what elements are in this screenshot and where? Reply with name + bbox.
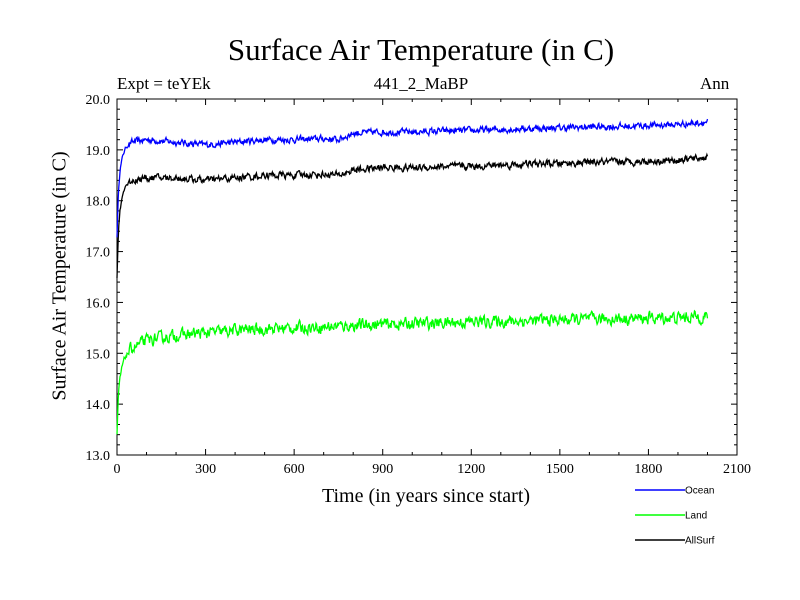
x-tick-label: 2100 (723, 462, 751, 477)
y-tick-label: 20.0 (86, 93, 111, 108)
x-tick-label: 900 (372, 462, 393, 477)
series-line-land (116, 309, 709, 435)
x-tick-label: 1800 (634, 462, 662, 477)
period-label: Ann (700, 74, 730, 93)
x-tick-label: 0 (114, 462, 121, 477)
x-tick-label: 1200 (457, 462, 485, 477)
series-line-allsurf (116, 152, 709, 279)
legend-label-ocean: Ocean (685, 486, 714, 497)
y-tick-label: 18.0 (86, 195, 111, 210)
chart-title: Surface Air Temperature (in C) (227, 32, 615, 67)
y-tick-label: 17.0 (86, 246, 111, 261)
y-tick-label: 14.0 (86, 398, 111, 413)
x-tick-label: 1500 (546, 462, 574, 477)
legend-label-land: Land (685, 511, 707, 522)
y-tick-label: 16.0 (86, 296, 111, 311)
x-tick-label: 300 (195, 462, 216, 477)
series-line-ocean (116, 118, 709, 238)
experiment-label: Expt = teYEk (117, 74, 211, 93)
legend-label-allsurf: AllSurf (685, 536, 715, 547)
y-tick-label: 15.0 (86, 347, 111, 362)
plot-frame (116, 98, 738, 456)
y-tick-label: 13.0 (86, 449, 111, 464)
y-tick-label: 19.0 (86, 144, 111, 159)
chart-subtitle: 441_2_MaBP (373, 74, 469, 93)
x-axis-label: Time (in years since start) (321, 485, 531, 507)
x-tick-label: 600 (284, 462, 305, 477)
